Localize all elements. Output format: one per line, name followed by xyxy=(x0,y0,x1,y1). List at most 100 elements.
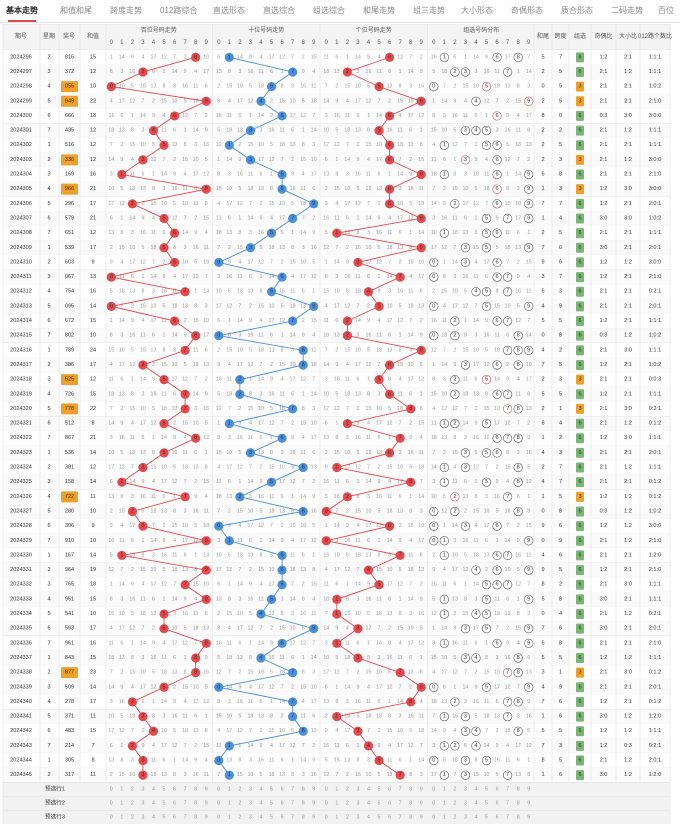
preselect-digit: 7 xyxy=(184,801,187,807)
omission: 4 xyxy=(325,567,328,573)
omission: 7 xyxy=(302,215,305,221)
omission: 17 xyxy=(387,318,393,324)
omission: 10 xyxy=(484,772,490,778)
omission: 8 xyxy=(281,611,284,617)
tab-2[interactable]: 跨度走势 xyxy=(110,0,142,22)
omission: 15 xyxy=(334,186,340,192)
week: 2 xyxy=(47,772,50,778)
tail: 2 xyxy=(541,142,544,148)
omission: 8 xyxy=(249,655,252,661)
group-hit xyxy=(513,506,523,517)
omission: 2 xyxy=(312,215,315,221)
span: 5 xyxy=(559,98,562,104)
trend-ball xyxy=(214,521,224,531)
draw-number: 169 xyxy=(65,172,74,178)
trend-ball xyxy=(201,536,211,546)
preselect-digit: 4 xyxy=(152,815,155,821)
omission: 13 xyxy=(334,333,340,339)
omission: 13 xyxy=(237,655,243,661)
omission: 1 xyxy=(325,259,328,265)
omission: 18 xyxy=(161,406,167,412)
omission: 11 xyxy=(130,172,136,178)
tail: 1 xyxy=(541,186,544,192)
omission: 8 xyxy=(217,699,220,705)
omission: 11 xyxy=(119,274,125,280)
sum: 12 xyxy=(90,157,96,163)
header-units: 个位号码走势 xyxy=(356,26,392,34)
omission: 14 xyxy=(473,582,479,588)
group-hit-digit: 3 xyxy=(464,626,467,632)
tab-4[interactable]: 直选形态 xyxy=(213,0,245,22)
tab-1[interactable]: 和值和尾 xyxy=(60,0,92,22)
omission: 16 xyxy=(344,274,350,280)
omission: 10 xyxy=(418,523,424,529)
omission: 16 xyxy=(172,714,178,720)
omission: 2 xyxy=(506,362,509,368)
omission: 18 xyxy=(387,245,393,251)
tab-5[interactable]: 直选综合 xyxy=(263,0,295,22)
omission: 6 xyxy=(291,391,294,397)
omission: 12 xyxy=(119,465,125,471)
omission: 3 xyxy=(335,538,338,544)
tab-9[interactable]: 大小形态 xyxy=(461,0,493,22)
sum: 14 xyxy=(90,479,96,485)
omission: 9 xyxy=(496,743,499,749)
trend-ball xyxy=(342,492,352,502)
trend-ball-digit: 9 xyxy=(205,186,208,192)
omission: 14 xyxy=(151,274,157,280)
omission: 3 xyxy=(464,172,467,178)
group-hit-digit: 3 xyxy=(464,523,467,529)
trend-ball-digit: 5 xyxy=(270,230,273,236)
oe: 1:2 xyxy=(600,743,608,749)
omission: 2 xyxy=(367,303,370,309)
tab-13[interactable]: 百位 xyxy=(658,0,674,22)
omission: 6 xyxy=(217,318,220,324)
omission: 8 xyxy=(291,245,294,251)
omission: 14 xyxy=(431,465,437,471)
omission: 17 xyxy=(484,259,490,265)
omission: 11 xyxy=(494,333,500,339)
omission: 1 xyxy=(474,479,477,485)
omission: 16 xyxy=(334,377,340,383)
group-hit-digit: 1 xyxy=(443,596,446,602)
sum: 11 xyxy=(90,714,96,720)
tab-7[interactable]: 和尾走势 xyxy=(363,0,395,22)
trend-ball-digit: 6 xyxy=(281,567,284,573)
tab-11[interactable]: 质合形态 xyxy=(561,0,593,22)
omission: 16 xyxy=(269,655,275,661)
tab-10[interactable]: 奇偶形态 xyxy=(511,0,543,22)
omission: 6 xyxy=(281,758,284,764)
omission: 13 xyxy=(119,391,125,397)
omission: 9 xyxy=(131,318,134,324)
omission: 15 xyxy=(526,523,532,529)
span: 0 xyxy=(559,113,562,119)
omission: 8 xyxy=(367,655,370,661)
group-hit xyxy=(481,682,492,692)
tab-8[interactable]: 组三走势 xyxy=(413,0,445,22)
omission: 16 xyxy=(140,494,146,500)
preselect-digit: 6 xyxy=(388,787,391,793)
omission: 6 xyxy=(496,699,499,705)
tab-6[interactable]: 组选综合 xyxy=(313,0,345,22)
omission: 6 xyxy=(194,186,197,192)
sum: 15 xyxy=(90,596,96,602)
tab-3[interactable]: 012路综合 xyxy=(160,0,197,22)
omission: 16 xyxy=(108,538,114,544)
omission: 8 xyxy=(152,186,155,192)
tab-12[interactable]: 二码走势 xyxy=(611,0,643,22)
tab-0[interactable]: 基本走势 xyxy=(6,0,38,22)
trend-ball xyxy=(384,199,395,209)
omission: 5 xyxy=(325,230,328,236)
omission: 1 xyxy=(249,377,252,383)
oe: 2:1 xyxy=(600,128,608,134)
omission: 8 xyxy=(228,69,231,75)
trend-ball xyxy=(288,404,298,414)
omission: 9 xyxy=(453,98,456,104)
group3-highlight xyxy=(61,154,78,166)
group-hit-digit: 7 xyxy=(506,435,509,441)
omission: 7 xyxy=(496,98,499,104)
bs: 1:2 xyxy=(624,128,632,134)
preselect-digit: 3 xyxy=(464,787,467,793)
omission: 8 xyxy=(432,640,435,646)
omission: 4 xyxy=(388,479,391,485)
